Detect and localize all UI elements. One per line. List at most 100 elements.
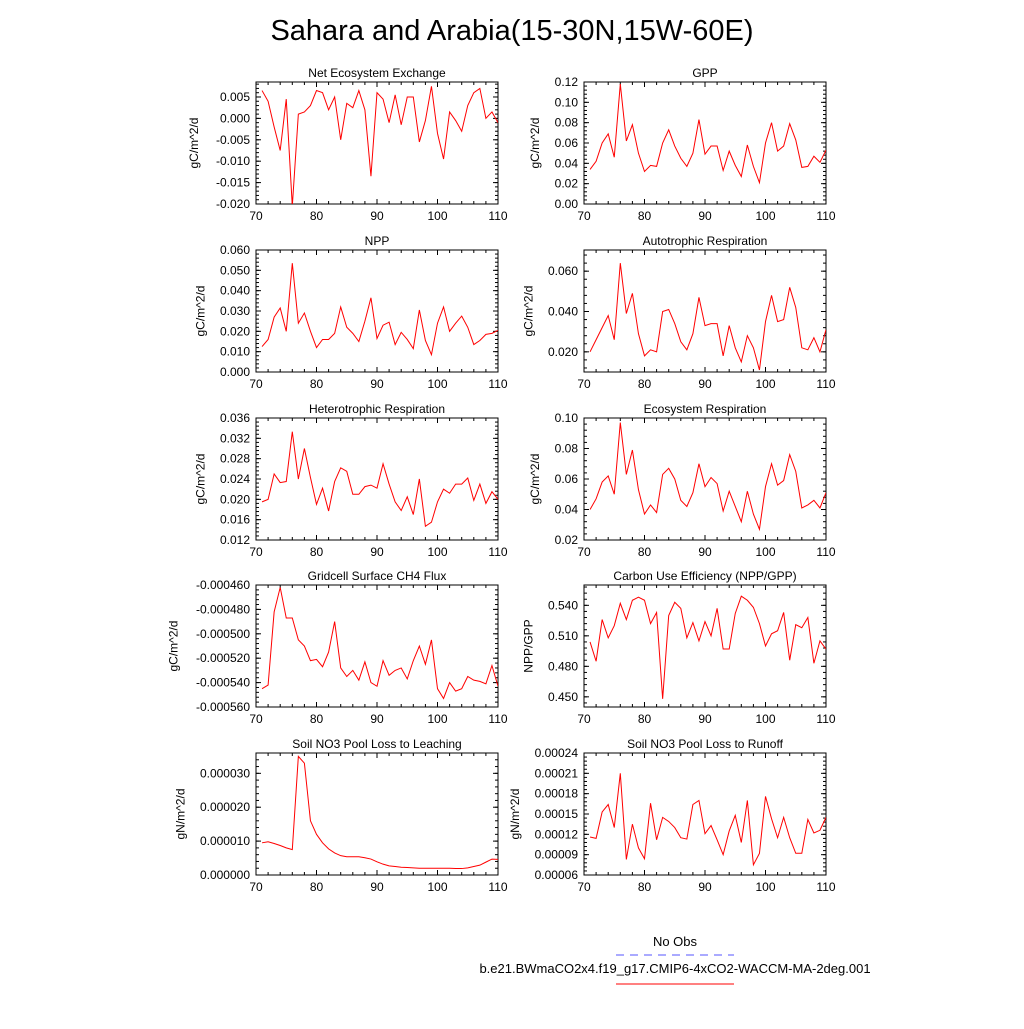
x-tick-label: 100 <box>755 545 775 559</box>
x-tick-label: 80 <box>310 209 324 223</box>
legend-model-label: b.e21.BWmaCO2x4.f19_g17.CMIP6-4xCO2-WACC… <box>479 961 870 976</box>
y-tick-label: 0.040 <box>548 305 578 319</box>
x-tick-label: 80 <box>310 377 324 391</box>
y-tick-label: 0.12 <box>555 75 579 89</box>
y-tick-label: 0.00006 <box>535 868 579 882</box>
y-tick-label: 0.000000 <box>200 868 250 882</box>
x-tick-label: 70 <box>249 377 263 391</box>
x-tick-label: 110 <box>816 209 835 223</box>
y-axis-label: gN/m^2/d <box>173 789 187 840</box>
panel-soil-no3-pool-loss-to-runoff: Soil NO3 Pool Loss to Runoff 70 80 90 100 110… <box>508 737 836 894</box>
x-tick-label: 80 <box>310 712 324 726</box>
x-tick-label: 90 <box>698 377 712 391</box>
plot-frame <box>583 752 827 876</box>
y-tick-label: 0.060 <box>548 264 578 278</box>
y-tick-label: 0.030 <box>220 304 250 318</box>
y-axis-label: gC/m^2/d <box>528 454 542 505</box>
series-line <box>261 755 498 870</box>
y-axis-label: gC/m^2/d <box>194 454 208 505</box>
y-tick-label: 0.06 <box>555 472 579 486</box>
panel-title: Ecosystem Respiration <box>644 402 767 416</box>
x-tick-label: 90 <box>370 712 384 726</box>
x-tick-label: 100 <box>427 880 447 894</box>
y-tick-label: 0.04 <box>555 503 579 517</box>
y-tick-label: 0.08 <box>555 442 579 456</box>
series-line <box>261 86 498 204</box>
y-axis-label: gC/m^2/d <box>167 621 181 672</box>
figure-title: Sahara and Arabia(15-30N,15W-60E) <box>270 15 753 47</box>
x-tick-label: 70 <box>249 545 263 559</box>
y-tick-label: 0.00015 <box>535 807 579 821</box>
panel-gpp: GPP 70 80 90 100 110 0.00 0.02 0.04 0.06 0.08 0.10 0… <box>528 66 836 223</box>
y-tick-label: 0.02 <box>555 177 579 191</box>
series-line <box>261 431 498 528</box>
series-line <box>261 587 498 700</box>
y-tick-label: 0.040 <box>220 284 250 298</box>
y-tick-label: 0.480 <box>548 659 578 673</box>
x-tick-label: 100 <box>427 377 447 391</box>
y-tick-label: 0.032 <box>220 431 250 445</box>
y-tick-label: 0.028 <box>220 452 250 466</box>
y-tick-label: -0.020 <box>216 197 250 211</box>
x-tick-label: 80 <box>310 545 324 559</box>
panel-title: Heterotrophic Respiration <box>309 402 445 416</box>
x-tick-label: 100 <box>427 545 447 559</box>
x-tick-label: 100 <box>427 209 447 223</box>
y-tick-label: 0.450 <box>548 690 578 704</box>
y-tick-label: 0.020 <box>548 345 578 359</box>
y-tick-label: 0.024 <box>220 472 250 486</box>
y-tick-label: 0.02 <box>555 533 579 547</box>
y-tick-label: -0.000540 <box>196 676 250 690</box>
panel-carbon-use-efficiency-npp-gpp: Carbon Use Efficiency (NPP/GPP) 70 80 90 100… <box>522 569 836 726</box>
y-tick-label: -0.000500 <box>196 627 250 641</box>
legend: No Obs b.e21.BWmaCO2x4.f19_g17.CMIP6-4xC… <box>479 934 871 985</box>
plot-frame <box>583 417 827 541</box>
y-tick-label: 0.020 <box>220 324 250 338</box>
y-tick-label: -0.010 <box>216 154 250 168</box>
x-tick-label: 110 <box>488 377 507 391</box>
y-tick-label: 0.00024 <box>535 746 579 760</box>
y-tick-label: 0.08 <box>555 116 579 130</box>
series-line <box>589 773 826 867</box>
x-tick-label: 100 <box>755 209 775 223</box>
y-tick-label: 0.00018 <box>535 787 579 801</box>
x-tick-label: 70 <box>577 545 591 559</box>
plot-frame <box>583 81 827 205</box>
y-tick-label: -0.005 <box>216 133 250 147</box>
x-tick-label: 90 <box>698 880 712 894</box>
y-tick-label: -0.015 <box>216 176 250 190</box>
x-tick-label: 110 <box>488 712 507 726</box>
panel-npp: NPP 70 80 90 100 110 0.000 0.010 0.020 0.030 0.040… <box>194 234 508 391</box>
y-axis-label: NPP/GPP <box>522 619 536 672</box>
x-tick-label: 80 <box>638 712 652 726</box>
x-tick-label: 110 <box>488 209 507 223</box>
y-tick-label: 0.010 <box>220 345 250 359</box>
y-tick-label: 0.06 <box>555 136 579 150</box>
x-tick-label: 80 <box>310 880 324 894</box>
y-tick-label: -0.000520 <box>196 651 250 665</box>
y-tick-label: 0.000020 <box>200 800 250 814</box>
y-tick-label: 0.10 <box>555 95 579 109</box>
chart-panels: Net Ecosystem Exchange 70 80 90 100 110 -0.020… <box>167 66 836 894</box>
panel-title: GPP <box>692 66 717 80</box>
y-tick-label: -0.000460 <box>196 578 250 592</box>
x-tick-label: 110 <box>816 545 835 559</box>
panel-title: Gridcell Surface CH4 Flux <box>308 569 447 583</box>
x-tick-label: 90 <box>698 545 712 559</box>
panel-title: Soil NO3 Pool Loss to Runoff <box>627 737 784 751</box>
y-tick-label: -0.000480 <box>196 602 250 616</box>
x-tick-label: 90 <box>370 209 384 223</box>
x-tick-label: 70 <box>577 377 591 391</box>
panel-autotrophic-respiration: Autotrophic Respiration 70 80 90 100 110 0.020… <box>522 234 836 391</box>
y-tick-label: 0.10 <box>555 411 579 425</box>
x-tick-label: 90 <box>370 377 384 391</box>
x-tick-label: 70 <box>249 712 263 726</box>
y-tick-label: 0.000010 <box>200 834 250 848</box>
y-axis-label: gN/m^2/d <box>508 789 522 840</box>
x-tick-label: 100 <box>755 712 775 726</box>
y-tick-label: 0.016 <box>220 513 250 527</box>
y-tick-label: 0.00012 <box>535 827 579 841</box>
x-tick-label: 90 <box>370 880 384 894</box>
